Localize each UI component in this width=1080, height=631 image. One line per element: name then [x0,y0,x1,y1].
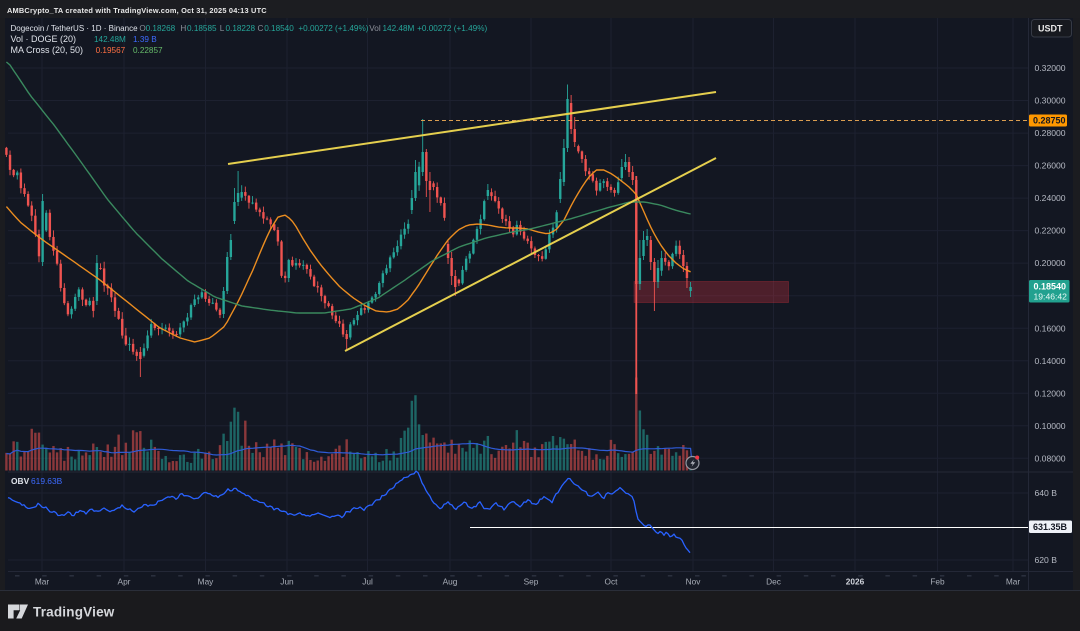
svg-text:Aug: Aug [443,577,458,587]
svg-text:0.22000: 0.22000 [1035,226,1066,236]
svg-text:Nov: Nov [686,577,702,587]
svg-text:Jul: Jul [362,577,373,587]
svg-text:H: H [180,24,186,33]
svg-text:Oct: Oct [605,577,619,587]
svg-text:0.16000: 0.16000 [1035,323,1066,333]
svg-text:Mar: Mar [35,577,50,587]
svg-text:142.48M: 142.48M [94,35,126,44]
svg-text:640 B: 640 B [1035,488,1058,498]
svg-text:0.24000: 0.24000 [1035,193,1066,203]
svg-text:OBV: OBV [11,476,30,486]
svg-text:Mar: Mar [1006,577,1021,587]
svg-text:0.28000: 0.28000 [1035,128,1066,138]
svg-text:C: C [258,24,264,33]
svg-text:0.22857: 0.22857 [133,46,163,55]
svg-text:0.18268: 0.18268 [146,24,176,33]
svg-text:O: O [139,24,145,33]
svg-text:Sep: Sep [524,577,539,587]
svg-text:Apr: Apr [118,577,131,587]
svg-text:0.08000: 0.08000 [1035,453,1066,463]
svg-text:142.48M: 142.48M [383,24,415,33]
svg-text:631.35B: 631.35B [1033,522,1068,532]
svg-text:0.10000: 0.10000 [1035,421,1066,431]
svg-text:AMBCrypto_TA created with Trad: AMBCrypto_TA created with TradingView.co… [7,6,267,15]
svg-text:0.14000: 0.14000 [1035,356,1066,366]
svg-text:0.28750: 0.28750 [1033,116,1066,126]
svg-text:TradingView: TradingView [33,605,115,620]
svg-text:1.39 B: 1.39 B [133,35,157,44]
svg-text:0.20000: 0.20000 [1035,258,1066,268]
svg-text:19:46:42: 19:46:42 [1034,292,1068,302]
svg-text:Dec: Dec [766,577,781,587]
svg-text:Jun: Jun [280,577,294,587]
svg-text:0.18585: 0.18585 [187,24,217,33]
svg-text:620 B: 620 B [1035,555,1058,565]
svg-text:0.18540: 0.18540 [1034,282,1067,292]
svg-text:Vol: Vol [369,24,381,33]
svg-text:619.63B: 619.63B [31,476,63,486]
svg-text:0.18228: 0.18228 [226,24,256,33]
svg-text:Feb: Feb [930,577,945,587]
svg-text:0.26000: 0.26000 [1035,161,1066,171]
svg-text:0.30000: 0.30000 [1035,96,1066,106]
svg-text:0.18540: 0.18540 [264,24,294,33]
svg-text:MA Cross (20, 50): MA Cross (20, 50) [11,45,84,55]
svg-text:0.32000: 0.32000 [1035,63,1066,73]
svg-text:May: May [198,577,215,587]
svg-text:Vol · DOGE (20): Vol · DOGE (20) [11,34,77,44]
svg-text:0.12000: 0.12000 [1035,388,1066,398]
svg-text:+0.00272 (+1.49%): +0.00272 (+1.49%) [298,24,368,33]
svg-text:+0.00272 (+1.49%): +0.00272 (+1.49%) [417,24,487,33]
svg-text:2026: 2026 [846,577,865,587]
svg-text:L: L [220,24,225,33]
svg-text:0.19567: 0.19567 [96,46,126,55]
svg-text:USDT: USDT [1038,24,1063,34]
svg-text:Dogecoin / TetherUS · 1D · Bin: Dogecoin / TetherUS · 1D · Binance [11,24,139,33]
